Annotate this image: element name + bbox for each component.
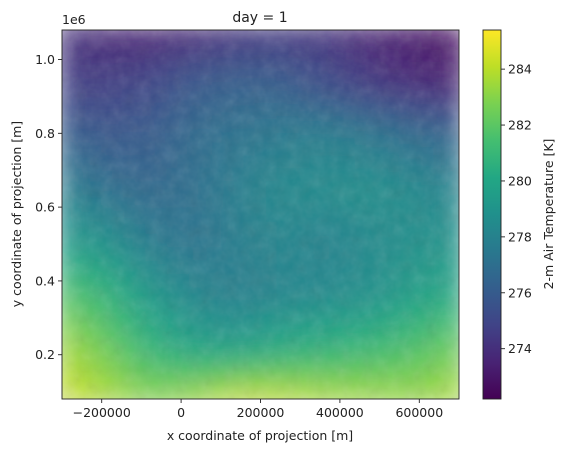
colorbar-tick-label: 284 [508, 62, 532, 77]
y-tick-label: 0.8 [35, 126, 55, 141]
colorbar-tick-label: 274 [508, 341, 532, 356]
y-axis-ticks: 0.2 0.4 0.6 0.8 1.0 [35, 52, 62, 362]
y-tick-label: 1.0 [35, 52, 55, 67]
y-tick-label: 0.2 [35, 347, 55, 362]
colorbar-tick-label: 278 [508, 229, 532, 244]
plot-area [62, 30, 459, 399]
colorbar-frame [482, 29, 502, 400]
chart-title: day = 1 [232, 10, 287, 26]
colorbar-label: 2-m Air Temperature [K] [541, 139, 556, 290]
colorbar-gradient [483, 30, 501, 399]
colorbar-ticks: 274 276 278 280 282 284 [501, 62, 532, 356]
colorbar-tick-label: 276 [508, 285, 532, 300]
y-tick-label: 0.4 [35, 273, 55, 288]
x-tick-label: −200000 [73, 405, 131, 420]
colorbar-tick-label: 282 [508, 118, 532, 133]
x-tick-label: 0 [177, 405, 185, 420]
colorbar-tick-label: 280 [508, 173, 532, 188]
y-tick-label: 0.6 [35, 200, 55, 215]
x-tick-label: 400000 [316, 405, 364, 420]
colorbar: 274 276 278 280 282 284 2-m Air Temperature [… [482, 29, 556, 400]
texture-overlay [62, 30, 459, 399]
x-axis-ticks: −200000 0 200000 400000 600000 [73, 399, 443, 420]
x-tick-label: 600000 [395, 405, 443, 420]
y-axis-label: y coordinate of projection [m] [9, 121, 24, 307]
x-axis-label: x coordinate of projection [m] [167, 428, 353, 443]
y-offset-label: 1e6 [62, 12, 86, 27]
x-tick-label: 200000 [237, 405, 285, 420]
